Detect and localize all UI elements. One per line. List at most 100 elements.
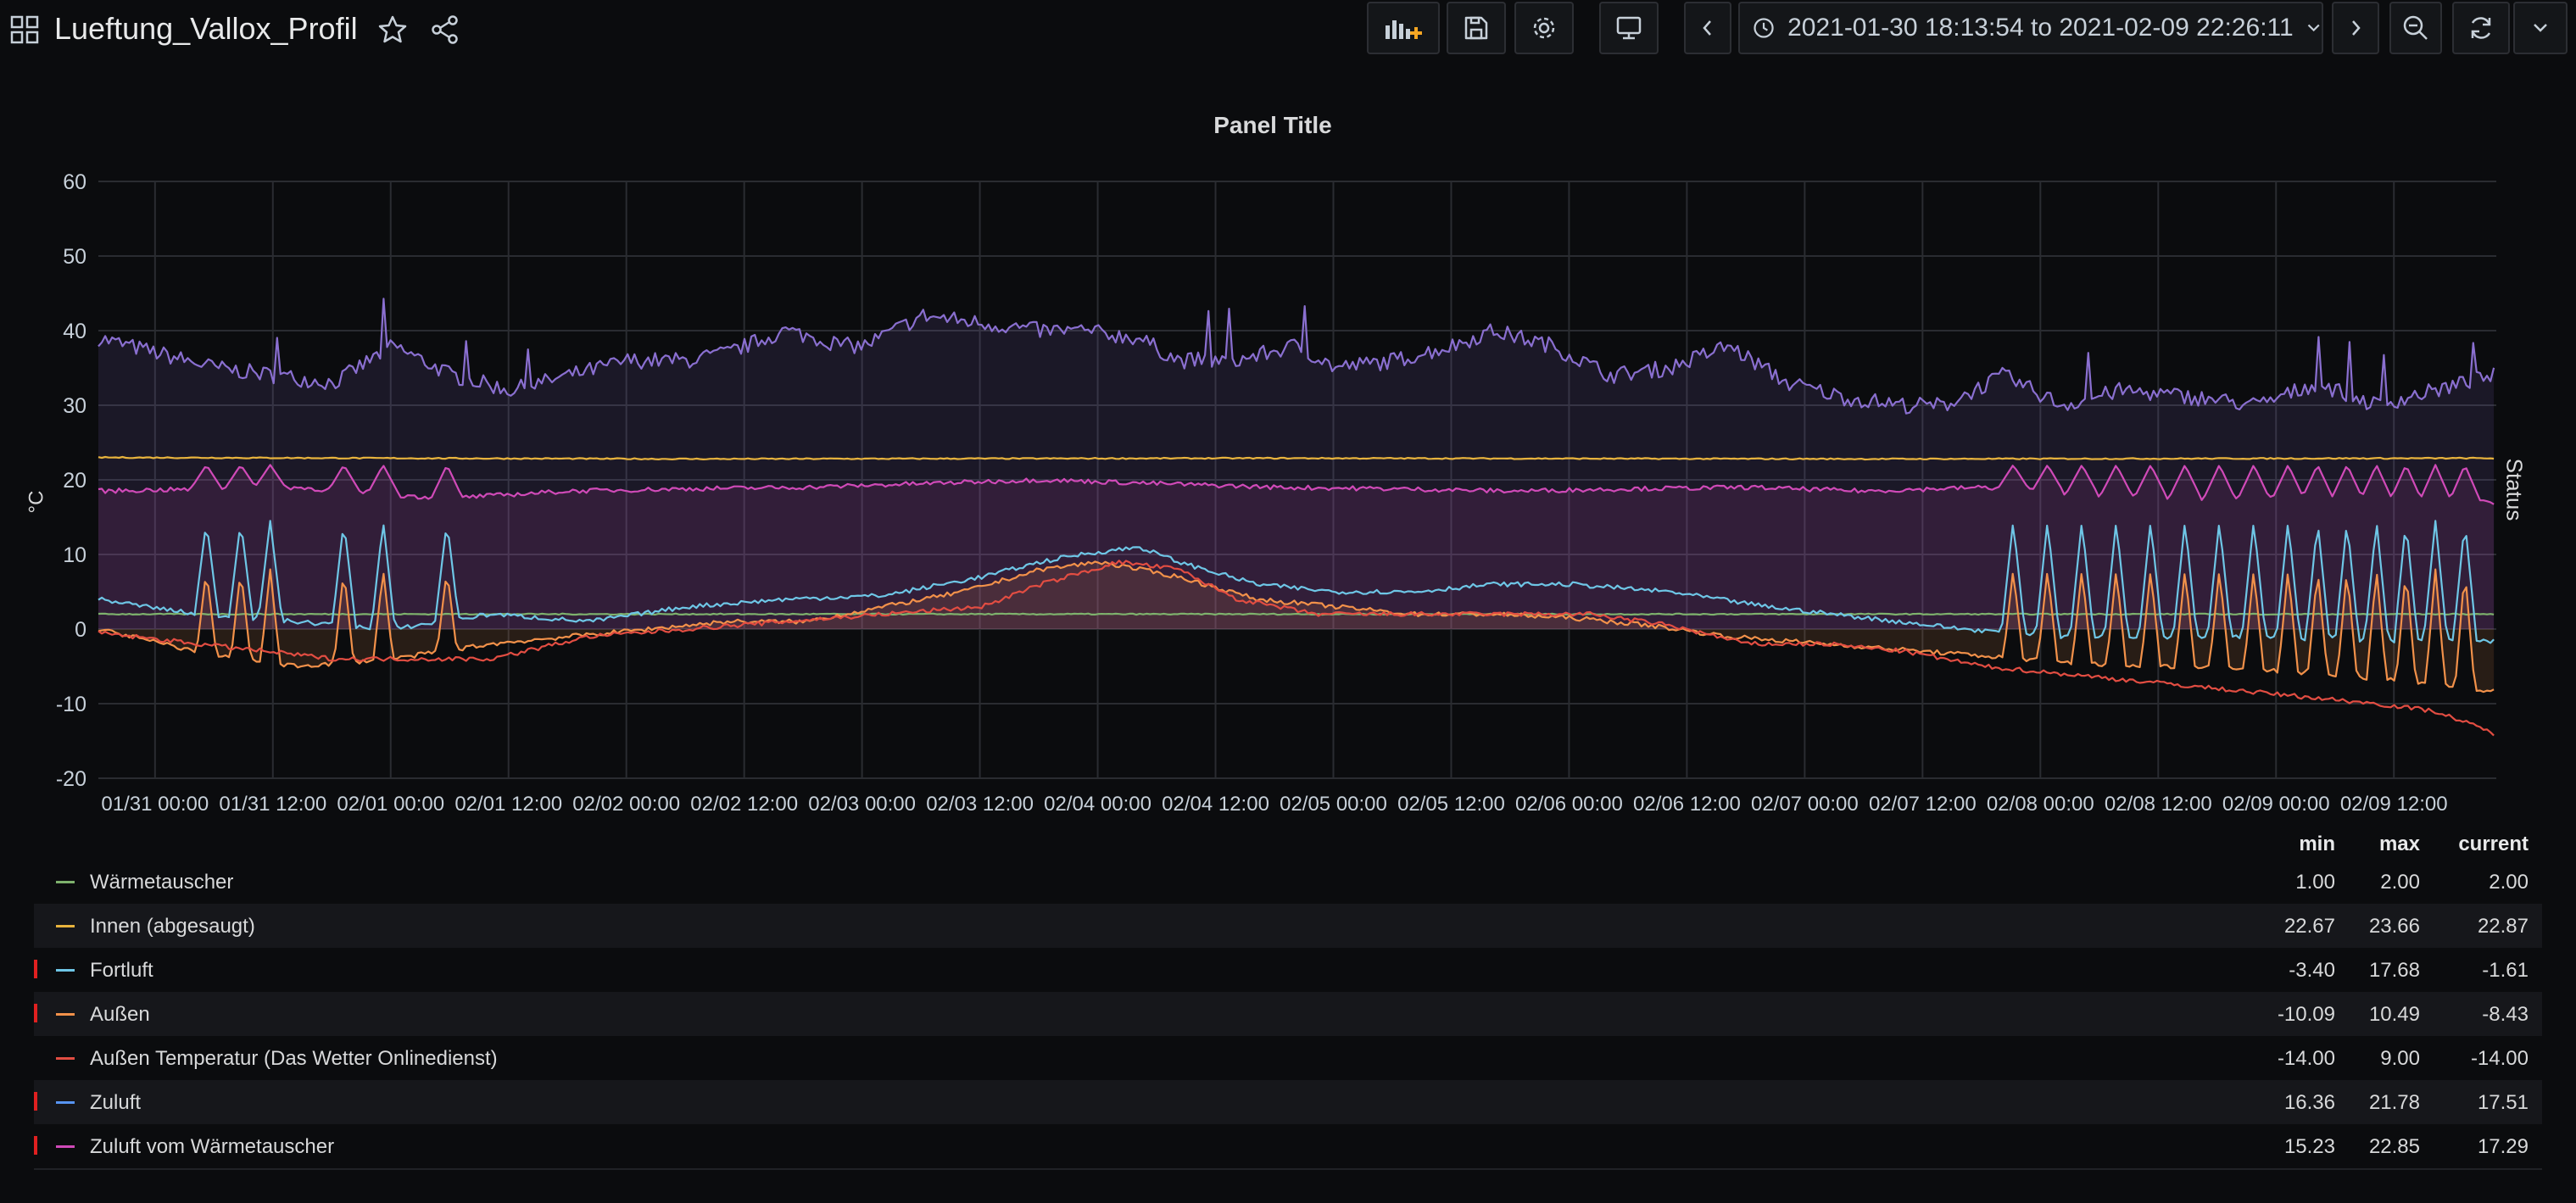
legend-value-max: 2.00 — [2380, 871, 2420, 894]
x-tick-label: 02/02 00:00 — [572, 793, 680, 816]
legend-table: min max current Wärmetauscher 1.00 2.00 2.0… — [34, 829, 2542, 1170]
y-tick-label: 10 — [63, 543, 86, 567]
series-line — [98, 560, 2495, 693]
x-tick-label: 02/01 00:00 — [337, 793, 444, 816]
legend-value-min: -14.00 — [2277, 1047, 2335, 1070]
save-dashboard-button[interactable] — [1447, 2, 1506, 54]
legend-color-swatch[interactable] — [56, 925, 75, 927]
panel-title[interactable]: Panel Title — [1213, 112, 1332, 138]
gear-icon — [1533, 17, 1555, 39]
legend-value-max: 9.00 — [2380, 1047, 2420, 1070]
apps-grid-icon[interactable] — [10, 15, 39, 44]
x-tick-label: 02/09 00:00 — [2222, 793, 2330, 816]
legend-row[interactable]: Wärmetauscher 1.00 2.00 2.00 — [34, 860, 2542, 904]
cycle-view-mode-button[interactable] — [1599, 2, 1659, 54]
x-tick-label: 02/03 00:00 — [808, 793, 916, 816]
legend-header-current[interactable]: current — [2458, 833, 2529, 855]
legend-header: min max current — [34, 829, 2542, 860]
star-icon[interactable] — [376, 14, 409, 46]
legend-row[interactable]: Außen -10.09 10.49 -8.43 — [34, 992, 2542, 1036]
x-tick-label: 02/09 12:00 — [2340, 793, 2448, 816]
chevron-down-icon — [2534, 24, 2547, 32]
series-line — [98, 612, 2495, 616]
x-tick-label: 02/08 00:00 — [1987, 793, 2094, 816]
add-panel-button[interactable] — [1367, 2, 1440, 54]
legend-header-max[interactable]: max — [2378, 833, 2420, 855]
chevron-down-icon — [2307, 24, 2320, 32]
legend-value-min: -10.09 — [2277, 1003, 2335, 1026]
series-override-marker — [34, 1004, 37, 1022]
time-range-picker[interactable]: 2021-01-30 18:13:54 to 2021-02-09 22:26:… — [1738, 2, 2323, 54]
zoom-out-button[interactable] — [2389, 2, 2442, 54]
x-tick-label: 02/04 12:00 — [1162, 793, 1269, 816]
zoom-out-icon — [2403, 15, 2428, 40]
x-tick-label: 02/04 00:00 — [1044, 793, 1151, 816]
x-tick-label: 01/31 12:00 — [219, 793, 326, 816]
legend-value-min: 1.00 — [2295, 871, 2335, 894]
time-shift-back-button[interactable] — [1684, 2, 1731, 54]
series-fill — [98, 561, 2495, 693]
x-tick-label: 02/06 12:00 — [1633, 793, 1741, 816]
legend-series-name[interactable]: Innen (abgesaugt) — [90, 915, 255, 938]
x-tick-label: 02/07 00:00 — [1751, 793, 1859, 816]
legend-row[interactable]: Zuluft 16.36 21.78 17.51 — [34, 1080, 2542, 1124]
x-tick-label: 02/05 00:00 — [1280, 793, 1387, 816]
legend-row[interactable]: Zuluft vom Wärmetauscher 15.23 22.85 17.29 — [34, 1124, 2542, 1168]
x-tick-label: 02/05 12:00 — [1397, 793, 1505, 816]
chevron-left-icon — [1703, 20, 1711, 36]
legend-value-max: 21.78 — [2368, 1091, 2420, 1114]
share-icon[interactable] — [429, 14, 461, 46]
refresh-icon — [2471, 17, 2491, 39]
series-line — [98, 298, 2495, 415]
legend-series-name[interactable]: Zuluft — [90, 1091, 142, 1114]
legend-series-name[interactable]: Außen — [90, 1003, 150, 1026]
legend-value-min: 15.23 — [2283, 1135, 2335, 1158]
legend-series-name[interactable]: Fortluft — [90, 959, 153, 982]
legend-series-name[interactable]: Außen Temperatur (Das Wetter Onlinediens… — [90, 1047, 498, 1070]
x-tick-label: 02/01 12:00 — [454, 793, 562, 816]
legend-value-min: 16.36 — [2283, 1091, 2335, 1114]
temperature-graph[interactable]: 60 50 40 30 20 10 0 -10 -20 01/31 00:00 01/31 12:… — [0, 153, 2576, 831]
y-tick-label: 30 — [63, 394, 86, 418]
refresh-button[interactable] — [2452, 2, 2510, 54]
x-tick-label: 02/03 12:00 — [926, 793, 1034, 816]
monitor-icon — [1616, 16, 1642, 40]
legend-color-swatch[interactable] — [56, 969, 75, 972]
series-fills — [98, 298, 2495, 693]
legend-value-current: 17.29 — [2477, 1135, 2529, 1158]
chevron-right-icon — [2352, 20, 2361, 36]
y-tick-label: 0 — [75, 618, 86, 642]
legend-color-swatch[interactable] — [56, 1101, 75, 1104]
time-range-text: 2021-01-30 18:13:54 to 2021-02-09 22:26:… — [1787, 14, 2294, 42]
legend-value-current: -14.00 — [2470, 1047, 2529, 1070]
clock-icon — [1754, 18, 1774, 38]
series-lines — [98, 298, 2495, 737]
legend-row[interactable]: Fortluft -3.40 17.68 -1.61 — [34, 948, 2542, 992]
legend-divider — [34, 1168, 2542, 1170]
time-shift-forward-button[interactable] — [2332, 2, 2379, 54]
legend-row[interactable]: Außen Temperatur (Das Wetter Onlinediens… — [34, 1036, 2542, 1080]
settings-button[interactable] — [1514, 2, 1574, 54]
legend-row[interactable]: Innen (abgesaugt) 22.67 23.66 22.87 — [34, 904, 2542, 948]
legend-color-swatch[interactable] — [56, 881, 75, 883]
legend-value-current: 17.51 — [2477, 1091, 2529, 1114]
legend-series-name[interactable]: Wärmetauscher — [90, 871, 234, 894]
series-fill — [98, 298, 2495, 629]
legend-color-swatch[interactable] — [56, 1013, 75, 1016]
legend-header-min[interactable]: min — [2299, 833, 2335, 855]
y-tick-label: -20 — [56, 767, 86, 791]
legend-color-swatch[interactable] — [56, 1057, 75, 1060]
dashboard-title[interactable]: Lueftung_Vallox_Profil — [54, 11, 358, 46]
legend-color-swatch[interactable] — [56, 1145, 75, 1148]
series-line — [98, 520, 2495, 644]
refresh-interval-dropdown[interactable] — [2513, 2, 2568, 54]
legend-value-max: 23.66 — [2368, 915, 2420, 938]
legend-value-current: 22.87 — [2477, 915, 2529, 938]
series-override-marker — [34, 1092, 37, 1111]
legend-series-name[interactable]: Zuluft vom Wärmetauscher — [90, 1135, 335, 1158]
y-tick-label: 50 — [63, 245, 86, 269]
legend-value-min: 22.67 — [2283, 915, 2335, 938]
add-panel-icon — [1386, 20, 1422, 39]
series-fill — [98, 465, 2495, 629]
series-line — [98, 455, 2495, 461]
